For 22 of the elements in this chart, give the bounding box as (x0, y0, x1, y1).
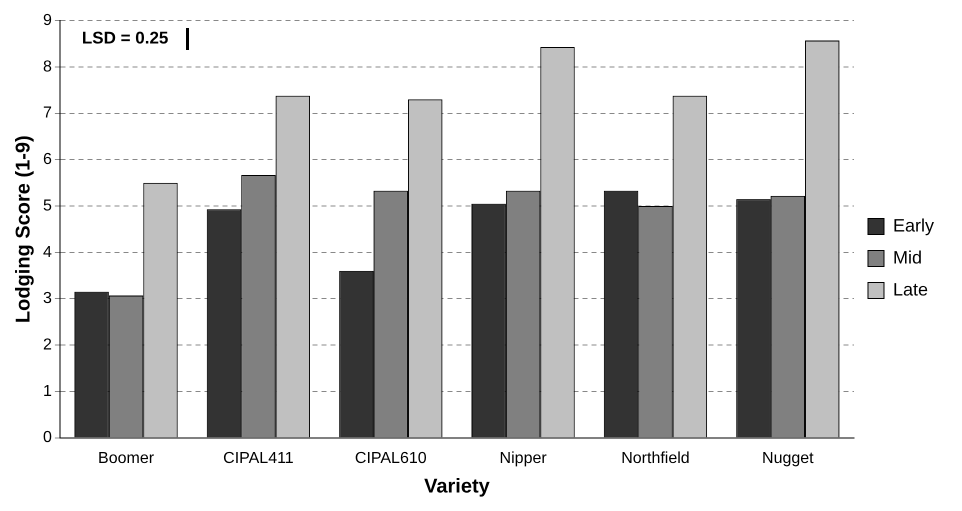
y-tick-label: 7 (42, 104, 52, 122)
x-axis-title: Variety (424, 476, 491, 498)
y-tick-label: 3 (42, 290, 52, 308)
legend-label: Early (892, 215, 934, 236)
x-tick-label: Northfield (621, 450, 690, 467)
x-tick-label: CIPAL610 (354, 450, 427, 467)
y-tick-label: 9 (42, 12, 52, 30)
x-tick-label: Nugget (762, 450, 814, 467)
legend-label: Late (892, 279, 928, 300)
legend-label: Mid (892, 247, 922, 268)
x-tick-label: CIPAL411 (223, 450, 294, 467)
y-tick-label: 8 (42, 58, 52, 76)
y-tick-label: 6 (42, 151, 52, 168)
y-tick-label: 5 (42, 197, 52, 214)
x-tick-label: Boomer (98, 450, 155, 467)
annotation: LSD = 0.25 (82, 28, 168, 48)
y-tick-label: 1 (42, 382, 52, 400)
y-tick-label: 2 (42, 336, 52, 354)
x-tick-label: Nipper (500, 450, 548, 467)
y-tick-label: 4 (42, 244, 52, 261)
y-axis-title: Lodging Score (1-9) (12, 135, 35, 324)
y-tick-label: 0 (42, 429, 52, 446)
